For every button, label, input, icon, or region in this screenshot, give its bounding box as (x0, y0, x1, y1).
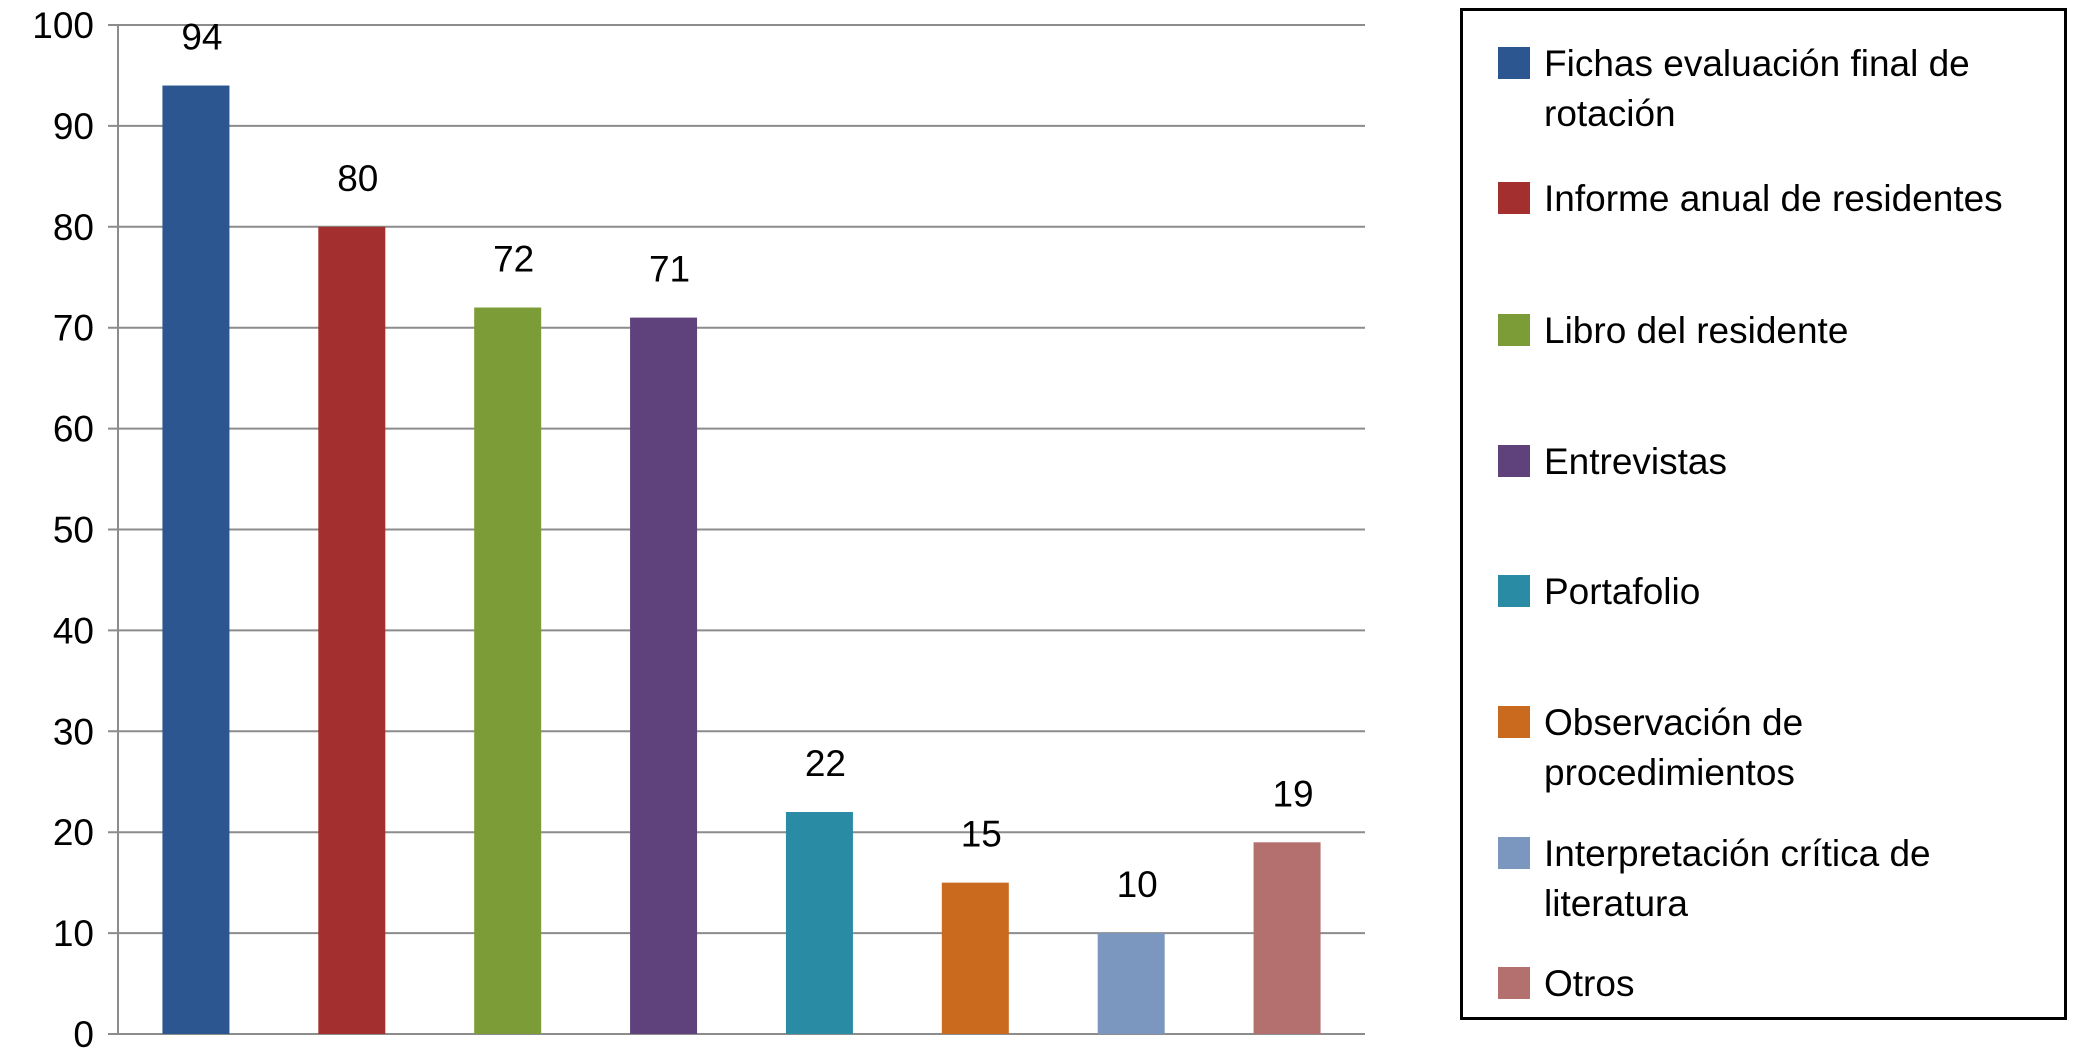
legend-label: Libro del residente (1544, 310, 1849, 351)
bar (941, 882, 1009, 1034)
axes: 0 10 20 30 40 50 60 70 80 90 100 (32, 5, 119, 1050)
legend-item: Interpretación crítica de literatura (1498, 829, 2058, 929)
bar (785, 812, 853, 1034)
data-label: 19 (1272, 773, 1313, 814)
legend-item: Portafolio (1498, 567, 2058, 617)
legend-swatch (1498, 47, 1530, 79)
data-label: 72 (493, 239, 534, 280)
bar (1097, 933, 1165, 1034)
legend-swatch (1498, 445, 1530, 477)
legend-label: Fichas evaluación final de rotación (1544, 43, 1970, 134)
y-tick-label: 70 (53, 308, 94, 349)
legend-swatch (1498, 314, 1530, 346)
gridlines (108, 24, 1365, 1035)
legend-swatch (1498, 575, 1530, 607)
data-label: 94 (181, 17, 222, 58)
legend-swatch (1498, 837, 1530, 869)
legend-item: Entrevistas (1498, 437, 2058, 487)
data-label: 15 (961, 814, 1002, 855)
y-tick-label: 50 (53, 510, 94, 551)
bar (474, 307, 542, 1034)
legend-swatch (1498, 706, 1530, 738)
data-label: 80 (337, 158, 378, 199)
y-tick-label: 60 (53, 409, 94, 450)
y-tick-label: 80 (53, 207, 94, 248)
y-tick-label: 40 (53, 610, 94, 651)
legend-item: Observación de procedimientos (1498, 698, 2058, 798)
bars (162, 85, 1321, 1035)
data-label: 22 (805, 743, 846, 784)
bar (630, 317, 698, 1034)
bar (318, 226, 386, 1035)
legend-item: Fichas evaluación final de rotación (1498, 39, 2058, 139)
bar (1253, 842, 1321, 1034)
legend-label: Interpretación crítica de literatura (1544, 833, 1931, 924)
legend-label: Informe anual de residentes (1544, 178, 2003, 219)
y-tick-label: 30 (53, 711, 94, 752)
legend-label: Observación de procedimientos (1544, 702, 1804, 793)
y-tick-label: 10 (53, 913, 94, 954)
legend-label: Entrevistas (1544, 441, 1728, 482)
legend: Fichas evaluación final de rotación Info… (1460, 8, 2067, 1020)
data-label: 10 (1117, 864, 1158, 905)
y-tick-label: 0 (73, 1014, 94, 1050)
legend-label: Otros (1544, 963, 1635, 1004)
data-label: 71 (649, 249, 690, 290)
y-tick-label: 90 (53, 106, 94, 147)
legend-item: Libro del residente (1498, 306, 2058, 356)
legend-item: Otros (1498, 959, 2058, 1009)
legend-swatch (1498, 182, 1530, 214)
data-labels: 94 80 72 71 22 15 10 19 (181, 17, 1313, 906)
bar (162, 85, 230, 1035)
legend-label: Portafolio (1544, 571, 1701, 612)
y-tick-label: 100 (32, 5, 94, 46)
y-tick-label: 20 (53, 812, 94, 853)
legend-item: Informe anual de residentes (1498, 174, 2058, 224)
legend-swatch (1498, 967, 1530, 999)
